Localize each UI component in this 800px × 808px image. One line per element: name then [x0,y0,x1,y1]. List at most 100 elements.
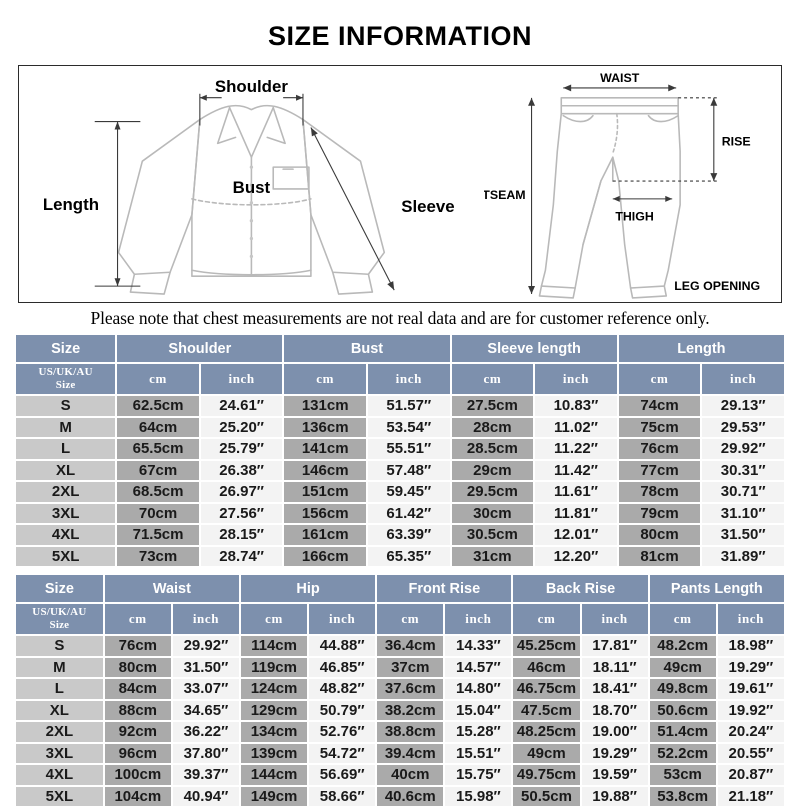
cell-inch: 31.89″ [702,546,784,566]
size-table-top: Size Shoulder Bust Sleeve length Length US/U… [14,333,786,568]
cell-inch: 28.74″ [200,546,283,566]
col-header-inch: inch [535,364,617,394]
cell-size: XL [16,700,103,720]
size-table-bottom-body: S 76cm 29.92″ 114cm 44.88″ 36.4cm 14.33″ 45.25c… [16,636,784,806]
cell-cm: 27.5cm [451,396,534,416]
cell-inch: 33.07″ [172,679,239,699]
table-row: 5XL 104cm 40.94″ 149cm 58.66″ 40.6cm 15.98″ 50.… [16,786,784,806]
cell-inch: 20.87″ [717,765,784,785]
cell-inch: 27.56″ [200,503,283,523]
cell-cm: 46cm [513,657,580,677]
cell-cm: 149cm [241,786,308,806]
leg-opening-label: LEG OPENING [674,279,760,293]
col-header-inch: inch [368,364,450,394]
cell-cm: 28.5cm [451,439,534,459]
cell-cm: 161cm [284,525,366,545]
cell-cm: 47.5cm [513,700,580,720]
cell-size: L [16,439,116,459]
unit-header-row: US/UK/AU Size cm inch cm inch cm inch cm inch cm in… [16,604,784,634]
cell-size: 4XL [16,765,103,785]
col-header-group-2: Bust [284,335,450,362]
col-header-inch: inch [702,364,784,394]
cell-inch: 18.70″ [581,700,648,720]
cell-inch: 24.61″ [200,396,283,416]
col-header-group-4: Length [618,335,784,362]
cell-inch: 19.29″ [581,743,648,763]
cell-inch: 58.66″ [309,786,376,806]
cell-inch: 14.33″ [445,636,512,656]
cell-inch: 17.81″ [581,636,648,656]
cell-cm: 37.6cm [377,679,444,699]
cell-size: M [16,657,103,677]
cell-inch: 29.53″ [702,417,784,437]
cell-cm: 139cm [241,743,308,763]
col-header-cm: cm [104,604,171,634]
cell-cm: 131cm [284,396,366,416]
cell-cm: 49.75cm [513,765,580,785]
shirt-illustration: Shoulder Bust Length Sleeve [43,77,455,295]
table-row: S 62.5cm 24.61″ 131cm 51.57″ 27.5cm 10.83″ 74cm… [16,396,784,416]
col-header-group-3: Front Rise [377,575,512,602]
cell-inch: 19.61″ [717,679,784,699]
col-header-cm: cm [241,604,308,634]
cell-cm: 71.5cm [117,525,199,545]
cell-cm: 40cm [377,765,444,785]
cell-cm: 29cm [451,460,534,480]
cell-inch: 31.50″ [172,657,239,677]
cell-size: 5XL [16,546,116,566]
cell-inch: 51.57″ [368,396,450,416]
cell-inch: 18.11″ [581,657,648,677]
cell-inch: 11.42″ [535,460,617,480]
col-header-inch: inch [172,604,239,634]
size-table-bottom-head: Size Waist Hip Front Rise Back Rise Pants Len… [16,575,784,634]
cell-size: 3XL [16,743,103,763]
cell-cm: 46.75cm [513,679,580,699]
cell-cm: 78cm [618,482,701,502]
table-row: M 64cm 25.20″ 136cm 53.54″ 28cm 11.02″ 75cm 29.5… [16,417,784,437]
cell-inch: 48.82″ [309,679,376,699]
cell-inch: 25.20″ [200,417,283,437]
cell-cm: 119cm [241,657,308,677]
cell-size: 2XL [16,482,116,502]
cell-cm: 39.4cm [377,743,444,763]
cell-inch: 40.94″ [172,786,239,806]
cell-cm: 53.8cm [649,786,716,806]
cell-inch: 14.80″ [445,679,512,699]
cell-cm: 31cm [451,546,534,566]
cell-cm: 70cm [117,503,199,523]
cell-inch: 20.55″ [717,743,784,763]
cell-cm: 73cm [117,546,199,566]
cell-cm: 50.5cm [513,786,580,806]
cell-cm: 65.5cm [117,439,199,459]
page-title: SIZE INFORMATION [268,21,532,51]
cell-cm: 53cm [649,765,716,785]
cell-size: XL [16,460,116,480]
cell-cm: 124cm [241,679,308,699]
cell-cm: 88cm [104,700,171,720]
table-row: 4XL 100cm 39.37″ 144cm 56.69″ 40cm 15.75″ 49.75… [16,765,784,785]
table-row: M 80cm 31.50″ 119cm 46.85″ 37cm 14.57″ 46cm 18.1… [16,657,784,677]
cell-cm: 100cm [104,765,171,785]
cell-size: L [16,679,103,699]
waist-label: WAIST [600,71,640,85]
cell-inch: 26.38″ [200,460,283,480]
col-header-group-3: Sleeve length [451,335,617,362]
col-header-cm: cm [451,364,534,394]
cell-inch: 37.80″ [172,743,239,763]
cell-inch: 15.28″ [445,722,512,742]
table-row: S 76cm 29.92″ 114cm 44.88″ 36.4cm 14.33″ 45.25c… [16,636,784,656]
cell-size: 4XL [16,525,116,545]
table-row: L 65.5cm 25.79″ 141cm 55.51″ 28.5cm 11.22″ 76cm… [16,439,784,459]
pants-illustration: WAIST RISE OUTSEAM THIGH LEG OPENING [484,71,760,299]
cell-cm: 50.6cm [649,700,716,720]
cell-cm: 129cm [241,700,308,720]
cell-inch: 52.76″ [309,722,376,742]
col-header-group-1: Waist [104,575,239,602]
cell-size: M [16,417,116,437]
cell-cm: 68.5cm [117,482,199,502]
cell-inch: 11.61″ [535,482,617,502]
cell-inch: 55.51″ [368,439,450,459]
cell-cm: 151cm [284,482,366,502]
cell-cm: 67cm [117,460,199,480]
